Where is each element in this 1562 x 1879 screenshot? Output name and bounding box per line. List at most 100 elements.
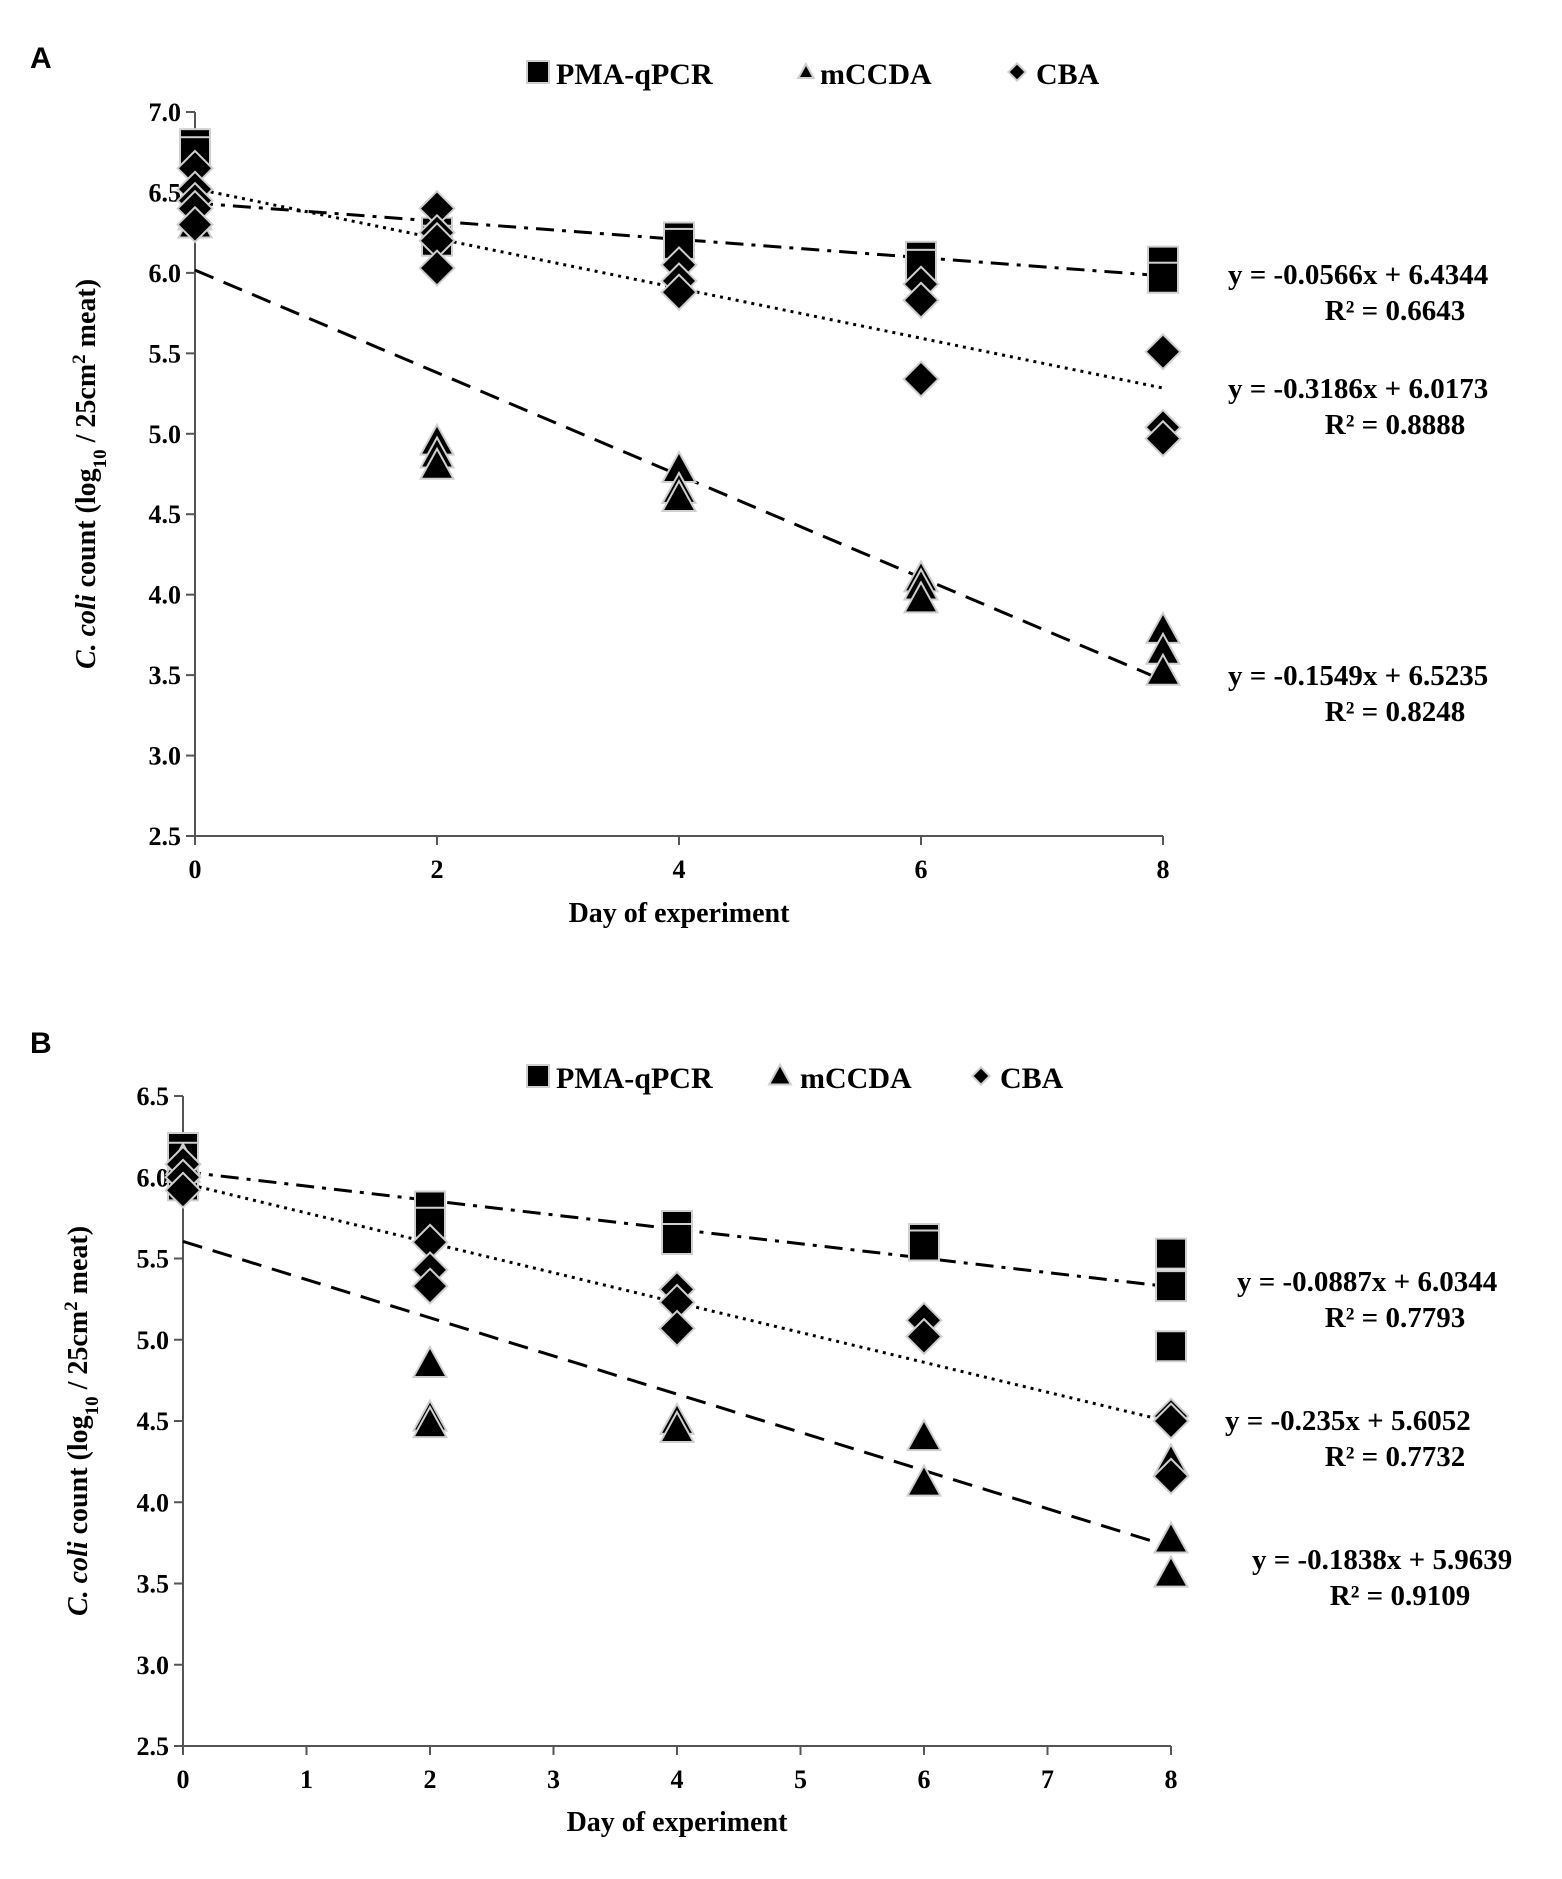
y-axis-title-part: 10 <box>90 449 111 468</box>
data-point-cba <box>164 1171 202 1210</box>
y-tick-label: 3.5 <box>137 1570 170 1599</box>
y-tick-label: 4.5 <box>149 500 182 529</box>
legend-marker-square <box>526 1064 550 1088</box>
y-axis-title-part: count (log <box>71 468 102 594</box>
x-tick-label: 3 <box>547 1765 560 1794</box>
data-point-mccda <box>1144 652 1182 686</box>
chart-panel-b: B 2.5 3.0 3.5 4.0 4.5 5.0 5.5 6.0 6.5 0 1 2 3 4 5 6 7 8 Day… <box>30 1027 1512 1838</box>
trendline-equation: y = -0.3186x + 6.0173 <box>1228 373 1488 405</box>
data-point-pma-qpcr <box>1155 1330 1187 1363</box>
trendline-mccda <box>182 1239 1172 1549</box>
y-tick-label: 3.0 <box>149 742 182 771</box>
y-axis-title-part: C. coli <box>63 1541 94 1616</box>
y-axis-title-part: meat) <box>71 279 102 354</box>
legend-label: mCCDA <box>820 58 932 91</box>
y-tick-label: 5.0 <box>137 1326 170 1355</box>
data-point-cba <box>902 281 940 320</box>
y-tick-label: 5.0 <box>149 420 182 449</box>
trendline-equation: y = -0.235x + 5.6052 <box>1225 1405 1471 1437</box>
y-axis-title-part: 10 <box>82 1396 103 1415</box>
data-point-mccda <box>1152 1554 1190 1588</box>
legend-marker-diamond <box>1006 61 1028 83</box>
data-point-cba <box>411 1267 449 1305</box>
x-tick-label: 5 <box>794 1765 807 1794</box>
x-tick-label: 0 <box>189 855 202 884</box>
data-point-pma-qpcr <box>1155 1237 1187 1270</box>
x-tick-label: 4 <box>671 1765 684 1794</box>
y-axis-title-part: 2 <box>69 354 90 364</box>
trendline-equation: y = -0.0887x + 6.0344 <box>1237 1266 1497 1298</box>
x-tick-label: 6 <box>915 855 928 884</box>
y-tick-label: 6.0 <box>149 259 182 288</box>
data-point-mccda <box>658 1409 696 1443</box>
chart-panel-a: A 2.5 3.0 3.5 4.0 4.5 5.0 5.5 6.0 6.5 7.0 0 2 4 6 8 Day … <box>30 42 1488 929</box>
y-tick-label: 2.5 <box>149 822 182 851</box>
data-point-mccda <box>418 446 456 480</box>
x-tick-label: 8 <box>1165 1765 1178 1794</box>
legend-marker-triangle <box>767 1062 793 1086</box>
y-tick-label: 3.0 <box>137 1651 170 1680</box>
data-point-mccda <box>411 1344 449 1378</box>
trendline-r2: R² = 0.7793 <box>1325 1302 1465 1334</box>
y-tick-label: 6.5 <box>149 178 182 207</box>
data-point-cba <box>1152 1402 1190 1440</box>
y-axis-title: C. coli count (log10 / 25cm2 meat) <box>61 1226 103 1616</box>
x-tick-label: 2 <box>431 855 444 884</box>
legend-label: mCCDA <box>800 1062 912 1095</box>
trendline-r2: R² = 0.9109 <box>1330 1580 1470 1612</box>
data-point-mccda <box>902 580 940 614</box>
legend-label: PMA-qPCR <box>556 1062 713 1095</box>
y-axis-title-part: meat) <box>63 1226 94 1301</box>
trendline-r2: R² = 0.8888 <box>1325 409 1465 441</box>
data-point-cba <box>418 249 456 287</box>
y-tick-label: 6.0 <box>137 1163 170 1192</box>
y-axis-title: C. coli count (log10 / 25cm2 meat) <box>69 279 111 669</box>
trendline-cba <box>182 1181 1172 1424</box>
y-axis-title-part: / 25cm <box>71 364 102 450</box>
y-tick-label: 7.0 <box>149 98 182 127</box>
legend-marker-diamond <box>970 1065 992 1087</box>
trendline-equation: y = -0.0566x + 6.4344 <box>1228 259 1488 291</box>
x-tick-label: 1 <box>300 1765 313 1794</box>
y-tick-label: 5.5 <box>137 1245 170 1274</box>
data-point-pma-qpcr <box>1147 261 1179 294</box>
trendline-r2: R² = 0.7732 <box>1325 1441 1465 1473</box>
panel-letter: A <box>30 42 52 75</box>
data-point-cba <box>1144 332 1182 371</box>
x-tick-label: 0 <box>177 1765 190 1794</box>
y-axis-title-part: / 25cm <box>63 1311 94 1397</box>
y-axis-title-part: 2 <box>61 1301 82 1311</box>
legend-marker-triangle <box>796 61 816 79</box>
data-point-cba <box>905 1317 943 1356</box>
y-tick-label: 4.0 <box>149 581 182 610</box>
x-tick-label: 6 <box>918 1765 931 1794</box>
data-point-pma-qpcr <box>661 1223 693 1255</box>
x-axis-title: Day of experiment <box>567 1807 789 1838</box>
data-point-mccda <box>905 1463 943 1497</box>
x-tick-label: 4 <box>673 855 686 884</box>
data-point-cba <box>176 205 214 244</box>
y-tick-label: 4.0 <box>137 1488 170 1517</box>
x-tick-label: 7 <box>1041 1765 1054 1794</box>
legend-marker-square <box>526 60 550 84</box>
trendline-mccda <box>194 268 1164 682</box>
data-point-mccda <box>1152 1520 1190 1554</box>
x-axis-title: Day of experiment <box>569 898 791 929</box>
legend-label: PMA-qPCR <box>556 58 713 91</box>
data-point-cba <box>1152 1457 1190 1496</box>
y-tick-label: 2.5 <box>137 1732 170 1761</box>
trendline-equation: y = -0.1549x + 6.5235 <box>1228 660 1488 692</box>
y-axis-title-part: count (log <box>63 1415 94 1541</box>
y-tick-label: 4.5 <box>137 1407 170 1436</box>
y-tick-label: 6.5 <box>137 1082 170 1111</box>
data-point-pma-qpcr <box>1155 1270 1187 1303</box>
trendline-equation: y = -0.1838x + 5.9639 <box>1252 1544 1512 1576</box>
y-tick-label: 3.5 <box>149 661 182 690</box>
data-point-mccda <box>905 1418 943 1452</box>
legend-label: CBA <box>1000 1062 1064 1095</box>
trendline-r2: R² = 0.6643 <box>1325 295 1465 327</box>
data-point-cba <box>660 273 698 311</box>
x-tick-label: 8 <box>1157 855 1170 884</box>
data-point-cba <box>658 1309 696 1348</box>
